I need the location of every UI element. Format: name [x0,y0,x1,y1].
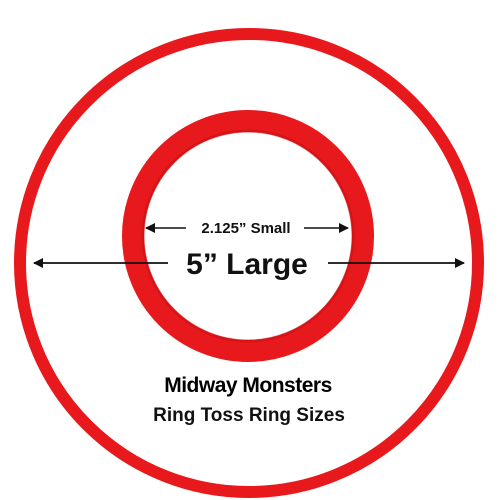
brand-name: Midway Monsters [164,374,332,397]
small-ring-label: 2.125” Small [201,220,290,237]
small-ring-inner-shade [141,129,355,343]
caption-text: Ring Toss Ring Sizes [153,405,345,426]
small-ring [122,110,374,362]
large-ring-label: 5” Large [186,248,308,281]
large-ring [14,28,484,498]
